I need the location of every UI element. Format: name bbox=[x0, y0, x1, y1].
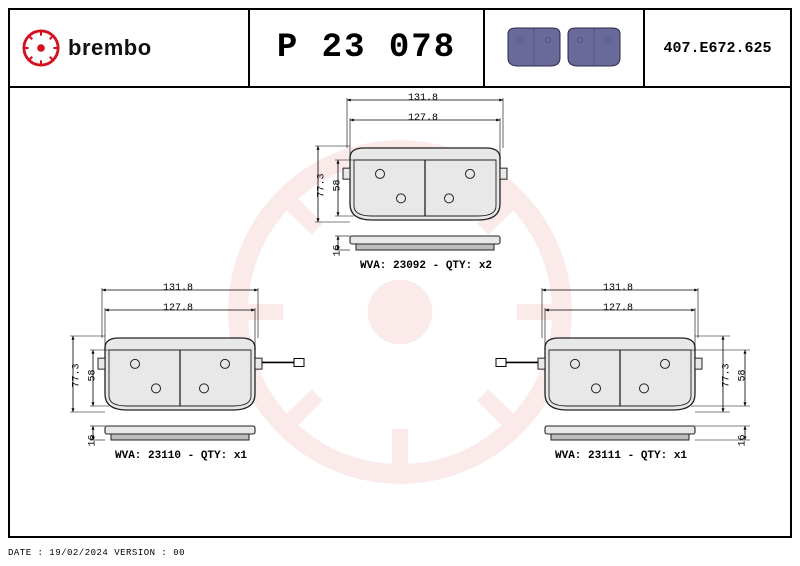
footer-meta: DATE : 19/02/2024 VERSION : 00 bbox=[8, 548, 185, 558]
technical-drawing bbox=[10, 88, 790, 536]
header-row: brembo P 23 078 407.E672.625 bbox=[10, 10, 790, 88]
brembo-logo-icon bbox=[22, 29, 60, 67]
wva-right: WVA: 23111 - QTY: x1 bbox=[555, 450, 687, 462]
dim-left-w-inner: 127.8 bbox=[163, 303, 193, 314]
dim-right-w-inner: 127.8 bbox=[603, 303, 633, 314]
part-number-cell: P 23 078 bbox=[250, 10, 485, 86]
dim-left-h-inner: 58 bbox=[88, 369, 99, 381]
dim-top-w-inner: 127.8 bbox=[408, 113, 438, 124]
thumbnail-cell bbox=[485, 10, 645, 86]
dim-right-thick: 16 bbox=[738, 434, 749, 446]
dim-right-h-outer: 77.3 bbox=[722, 363, 733, 387]
pad-thumbnail-icon bbox=[504, 24, 624, 72]
dim-top-thick: 16 bbox=[333, 244, 344, 256]
wva-left: WVA: 23110 - QTY: x1 bbox=[115, 450, 247, 462]
drawing-sheet: brembo P 23 078 407.E672.625 bbox=[8, 8, 792, 538]
reference-code-cell: 407.E672.625 bbox=[645, 10, 790, 86]
dim-top-h-outer: 77.3 bbox=[317, 173, 328, 197]
drawing-area: 131.8 127.8 77.3 58 16 131.8 127.8 77.3 … bbox=[10, 88, 790, 536]
dim-right-w-outer: 131.8 bbox=[603, 283, 633, 294]
reference-code: 407.E672.625 bbox=[663, 40, 771, 57]
brand-name: brembo bbox=[68, 35, 152, 61]
wva-top: WVA: 23092 - QTY: x2 bbox=[360, 260, 492, 272]
dim-left-thick: 16 bbox=[88, 434, 99, 446]
brand-cell: brembo bbox=[10, 10, 250, 86]
part-number: P 23 078 bbox=[277, 29, 456, 67]
dim-top-w-outer: 131.8 bbox=[408, 93, 438, 104]
dim-right-h-inner: 58 bbox=[738, 369, 749, 381]
dim-left-h-outer: 77.3 bbox=[72, 363, 83, 387]
dim-left-w-outer: 131.8 bbox=[163, 283, 193, 294]
dim-top-h-inner: 58 bbox=[333, 179, 344, 191]
